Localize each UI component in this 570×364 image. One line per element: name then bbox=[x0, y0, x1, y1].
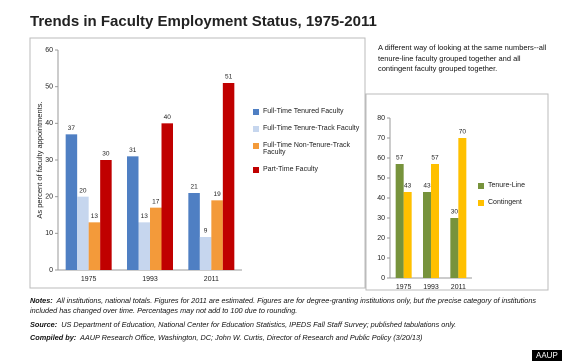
legend-entry: Full-Time Tenure-Track Faculty bbox=[253, 125, 361, 132]
y-tick-label: 30 bbox=[377, 215, 385, 222]
x-tick-label: 1993 bbox=[423, 284, 439, 291]
legend-swatch bbox=[253, 143, 259, 149]
legend-label: Part-Time Faculty bbox=[263, 166, 318, 173]
bar bbox=[423, 192, 431, 278]
chart-frame bbox=[365, 93, 549, 291]
y-tick-label: 20 bbox=[377, 235, 385, 242]
notes-label: Notes: bbox=[30, 296, 53, 305]
y-tick-label: 50 bbox=[377, 175, 385, 182]
bar bbox=[161, 123, 173, 270]
legend-label: Full-Time Tenure-Track Faculty bbox=[263, 125, 360, 132]
side-note: A different way of looking at the same n… bbox=[378, 43, 547, 73]
bar bbox=[222, 83, 235, 270]
legend-entry: Tenure-Line bbox=[478, 182, 548, 189]
bar bbox=[395, 164, 404, 278]
value-label: 21 bbox=[190, 184, 198, 191]
bar bbox=[211, 200, 223, 270]
y-axis-label: As percent of faculty appointments. bbox=[35, 101, 44, 218]
legend-entry: Full-Time Non-Tenure-Track Faculty bbox=[253, 142, 361, 156]
source-label: Source: bbox=[30, 320, 58, 329]
title: Trends in Faculty Employment Status, 197… bbox=[30, 13, 377, 30]
bar bbox=[199, 237, 212, 270]
y-tick-label: 0 bbox=[49, 267, 53, 274]
source: Source: US Department of Education, Nati… bbox=[30, 320, 555, 330]
x-tick-label: 2011 bbox=[204, 276, 219, 283]
value-label: 70 bbox=[459, 129, 467, 136]
legend-swatch bbox=[478, 183, 484, 189]
y-tick-label: 60 bbox=[45, 47, 53, 54]
value-label: 57 bbox=[431, 155, 439, 162]
x-tick-label: 1975 bbox=[81, 276, 97, 283]
value-label: 57 bbox=[396, 155, 404, 162]
bar bbox=[450, 218, 459, 278]
value-label: 37 bbox=[68, 125, 76, 132]
legend-swatch bbox=[253, 167, 259, 173]
y-tick-label: 40 bbox=[45, 120, 53, 127]
value-label: 51 bbox=[225, 74, 233, 81]
legend: Full-Time Tenured Faculty Full-Time Tenur… bbox=[253, 108, 361, 183]
y-tick-label: 30 bbox=[45, 157, 53, 164]
y-tick-label: 80 bbox=[377, 115, 385, 122]
legend: Tenure-Line Contingent bbox=[478, 182, 548, 216]
y-tick-label: 20 bbox=[45, 194, 53, 201]
value-label: 30 bbox=[451, 209, 459, 216]
bar bbox=[403, 192, 412, 278]
value-label: 13 bbox=[91, 213, 99, 220]
legend-swatch bbox=[478, 200, 484, 206]
value-label: 9 bbox=[204, 228, 208, 235]
value-label: 40 bbox=[164, 114, 172, 121]
legend-label: Contingent bbox=[488, 199, 522, 206]
source-text: US Department of Education, National Cen… bbox=[61, 320, 457, 329]
value-label: 43 bbox=[404, 183, 412, 190]
bar bbox=[458, 138, 467, 278]
y-tick-label: 40 bbox=[377, 195, 385, 202]
legend-entry: Part-Time Faculty bbox=[253, 166, 361, 173]
legend-entry: Full-Time Tenured Faculty bbox=[253, 108, 361, 115]
legend-label: Full-Time Tenured Faculty bbox=[263, 108, 344, 115]
legend-swatch bbox=[253, 109, 259, 115]
notes-text: All institutions, national totals. Figur… bbox=[30, 296, 537, 315]
bar bbox=[77, 196, 89, 270]
bar bbox=[150, 207, 162, 270]
compiled-label: Compiled by: bbox=[30, 333, 77, 342]
value-label: 17 bbox=[152, 198, 160, 205]
value-label: 13 bbox=[141, 213, 149, 220]
legend-entry: Contingent bbox=[478, 199, 548, 206]
bar bbox=[88, 222, 101, 270]
value-label: 30 bbox=[102, 151, 110, 158]
legend-label: Full-Time Non-Tenure-Track Faculty bbox=[263, 142, 350, 156]
x-tick-label: 1993 bbox=[142, 276, 158, 283]
bar bbox=[138, 222, 150, 270]
badge: AAUP bbox=[532, 350, 562, 361]
value-label: 31 bbox=[129, 147, 137, 154]
x-tick-label: 2011 bbox=[451, 284, 466, 291]
bar bbox=[127, 156, 139, 270]
bar bbox=[100, 160, 112, 270]
bar bbox=[65, 134, 78, 270]
notes: Notes: All institutions, national totals… bbox=[30, 296, 555, 316]
y-tick-label: 0 bbox=[381, 275, 385, 282]
bar bbox=[188, 193, 200, 270]
legend-label: Tenure-Line bbox=[488, 182, 525, 189]
x-tick-label: 1975 bbox=[396, 284, 412, 291]
y-tick-label: 60 bbox=[377, 155, 385, 162]
value-label: 20 bbox=[79, 187, 87, 194]
bar bbox=[431, 164, 439, 278]
y-tick-label: 70 bbox=[377, 135, 385, 142]
y-tick-label: 50 bbox=[45, 84, 53, 91]
compiled-text: AAUP Research Office, Washington, DC; Jo… bbox=[80, 333, 423, 342]
value-label: 19 bbox=[213, 191, 221, 198]
y-tick-label: 10 bbox=[45, 230, 53, 237]
y-tick-label: 10 bbox=[377, 255, 385, 262]
legend-swatch bbox=[253, 126, 259, 132]
compiled: Compiled by: AAUP Research Office, Washi… bbox=[30, 333, 555, 343]
chart-frame bbox=[29, 37, 366, 289]
value-label: 43 bbox=[423, 183, 431, 190]
